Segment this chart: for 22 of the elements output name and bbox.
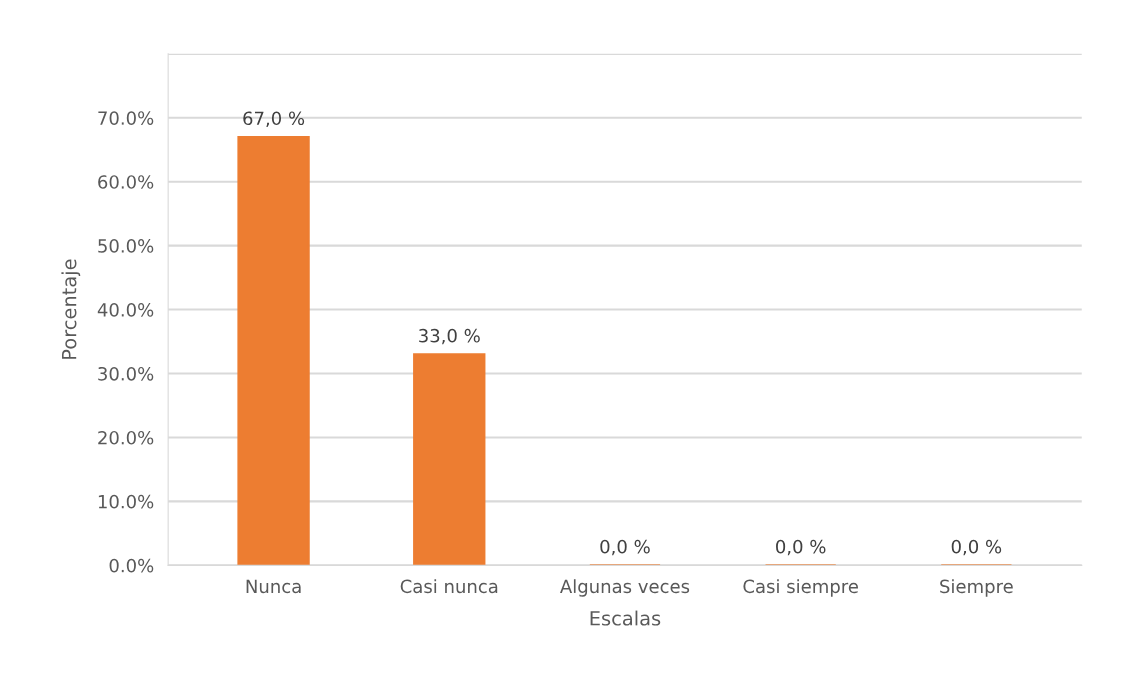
bar bbox=[237, 135, 310, 566]
x-tick-label: Nunca bbox=[246, 579, 301, 594]
data-label: 33,0 % bbox=[419, 328, 480, 345]
x-tick-label: Casi siempre bbox=[743, 579, 858, 597]
x-axis-title: Escalas bbox=[590, 610, 661, 626]
y-tick-label: 40.0% bbox=[97, 303, 154, 317]
y-tick-label: 30.0% bbox=[98, 366, 154, 381]
x-tick-label: Casi nunca bbox=[400, 579, 498, 594]
y-tick-label: 20.0% bbox=[98, 430, 154, 445]
data-label: 0,0 % bbox=[600, 539, 650, 556]
bar bbox=[413, 353, 486, 566]
y-tick-label: 10.0% bbox=[98, 494, 154, 509]
data-label: 0,0 % bbox=[776, 539, 826, 556]
y-tick-label: 60.0% bbox=[98, 175, 154, 189]
y-tick-label: 50.0% bbox=[98, 239, 154, 253]
x-tick-label: Siempre bbox=[940, 579, 1013, 597]
y-tick-label: 70.0% bbox=[98, 111, 154, 125]
data-label: 67,0 % bbox=[243, 111, 305, 127]
data-label: 0,0 % bbox=[951, 539, 1002, 556]
x-tick-label: Algunas veces bbox=[560, 579, 690, 597]
y-axis-title: Porcentaje bbox=[61, 259, 81, 359]
y-tick-label: 0.0% bbox=[109, 558, 154, 573]
